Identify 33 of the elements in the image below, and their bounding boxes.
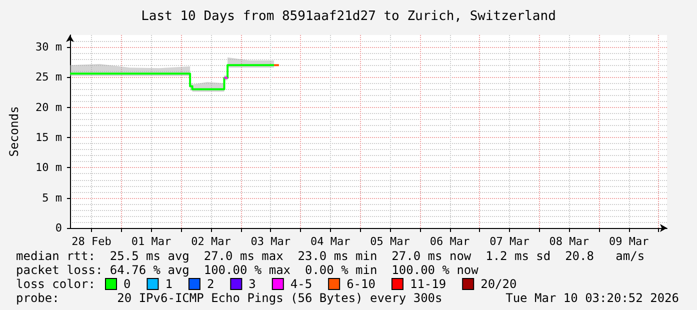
x-tick-label: 08 Mar	[549, 235, 590, 248]
legend-label: 3	[248, 277, 256, 291]
line-series	[69, 64, 275, 90]
y-tick-label: 15 m	[36, 131, 62, 144]
x-tick-label: 28 Feb	[72, 235, 112, 248]
legend-title: loss color:	[16, 277, 96, 291]
x-tick-label: 05 Mar	[370, 235, 410, 248]
x-tick-label: 06 Mar	[430, 235, 470, 248]
legend-label: 11-19	[410, 277, 446, 291]
legend-label: 1	[165, 277, 172, 291]
text: Tue Mar 10 03:20:52 2026	[506, 291, 679, 305]
y-tick-label: 30 m	[36, 40, 62, 54]
text: median rtt: 25.5 ms avg 27.0 ms max 23.0 ms min 27.0 ms now 1.2 ms sd 20.8 am/s	[16, 249, 645, 263]
y-tick-label: 25 m	[36, 70, 62, 84]
x-tick-label: 04 Mar	[310, 235, 351, 248]
x-tick-label: 03 Mar	[250, 235, 291, 248]
chart-title: Last 10 Days from 8591aaf21d27 to Zurich, Switzerland	[141, 9, 556, 24]
legend-label: 0	[124, 277, 131, 291]
x-tick-label: 01 Mar	[131, 235, 172, 248]
x-tick-label: 09 Mar	[608, 235, 650, 248]
y-tick-label: 10 m	[36, 161, 62, 174]
legend-label: 20/20	[480, 277, 517, 291]
text: probe: 20 IPv6-ICMP Echo Pings (56 Bytes) every 300s	[16, 291, 442, 305]
y-tick-label: 20 m	[36, 100, 62, 114]
text: packet loss: 64.76 % avg 100.00 % max 0.00 % min 100.00 % now	[16, 263, 480, 277]
y-tick-label: 0	[55, 222, 62, 234]
legend-label: 6-10	[346, 277, 376, 291]
legend-label: 2	[206, 277, 214, 291]
x-tick-label: 07 Mar	[490, 235, 530, 248]
x-tick-label: 02 Mar	[191, 235, 232, 248]
legend-label: 4-5	[290, 277, 312, 291]
y-axis-title: Seconds	[7, 106, 21, 157]
y-tick-label: 5 m	[42, 191, 62, 204]
